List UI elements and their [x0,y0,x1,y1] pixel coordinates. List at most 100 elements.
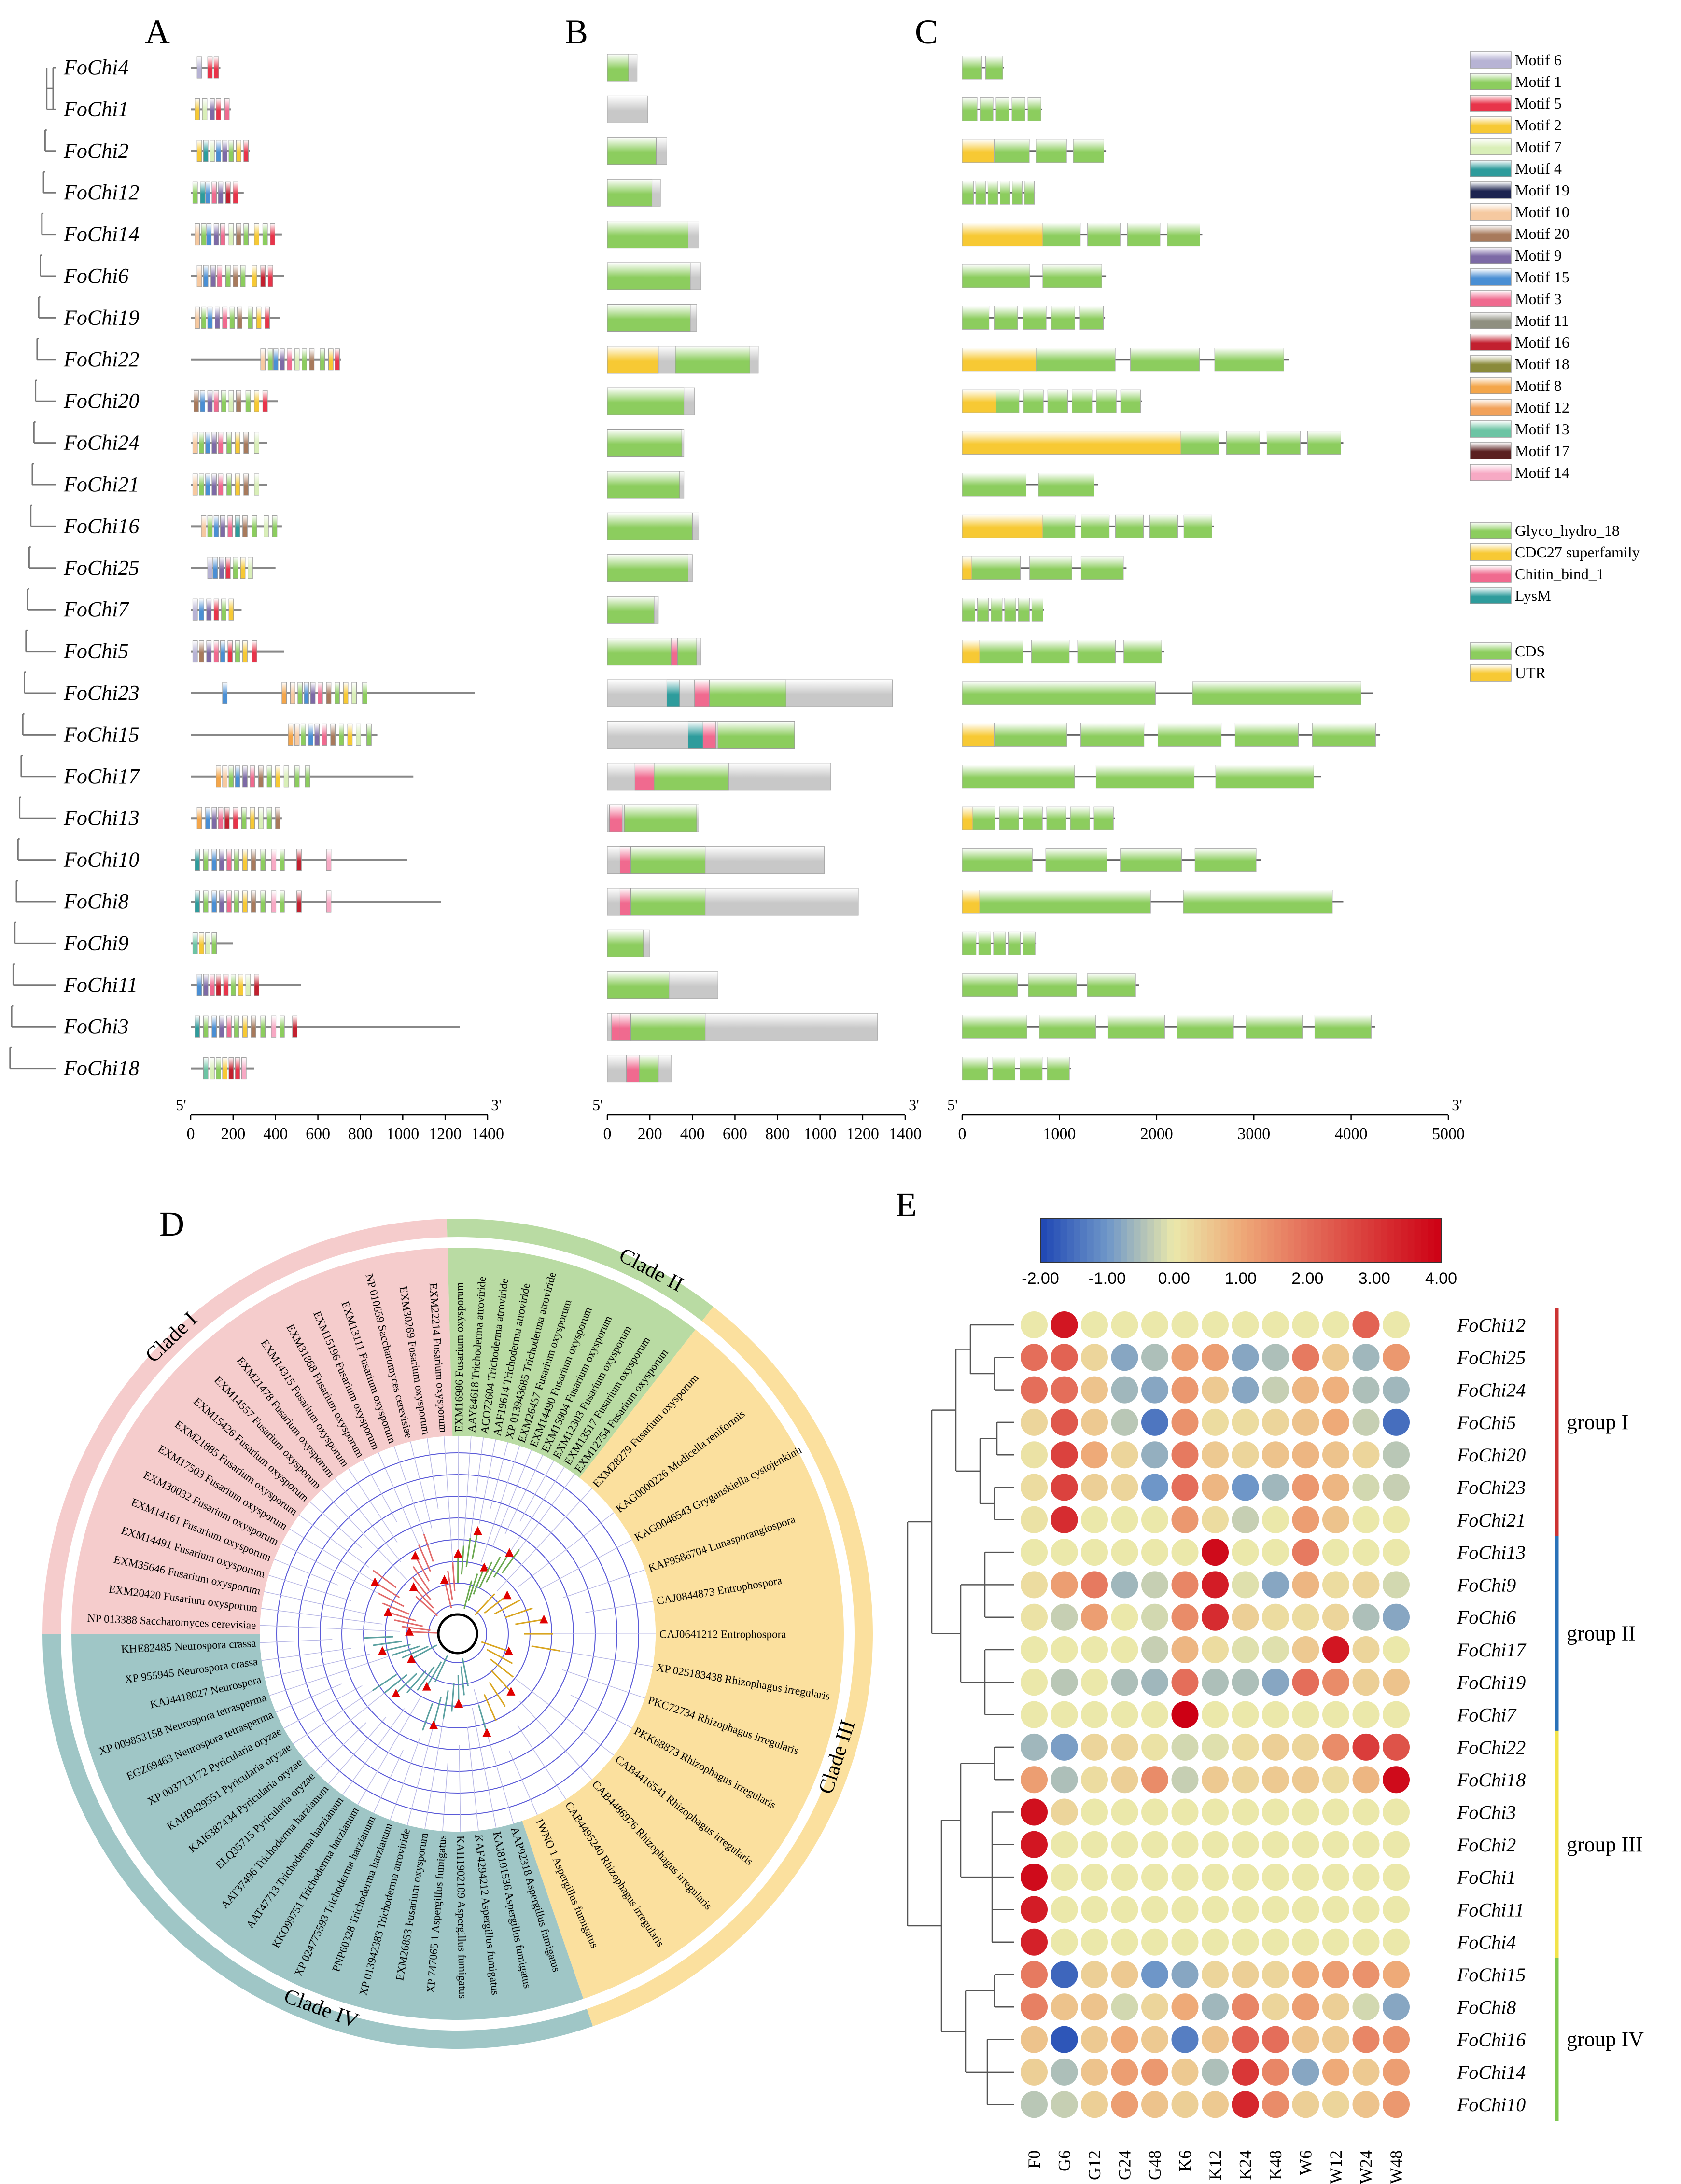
panel-c-gene-structure: 0 1000 2000 3000 4000 5000 5' 3' [947,56,1465,1143]
cds-box [1087,223,1121,247]
heatmap-cell [1111,1539,1138,1566]
motif-box [233,265,238,287]
tree-internal-branch [444,1579,452,1608]
motif-box [207,557,213,579]
tree-leaf-branch [299,1515,370,1568]
motif-box [272,515,278,537]
motif-box [256,306,262,329]
heatmap-cell [1051,1603,1078,1631]
motif-box [225,557,231,579]
motif-legend-label: Motif 11 [1515,312,1569,329]
tree-leaf-branch [276,1683,342,1713]
colorbar-segment [1147,1219,1155,1262]
heatmap-cell [1202,2058,1229,2086]
cds-box [1226,431,1260,455]
heatmap-cell [1292,1993,1319,2021]
gene-label: FoChi2 [63,139,128,163]
motif-box [260,849,266,871]
heatmap-cell [1322,1441,1349,1469]
gene-label: FoChi21 [63,473,139,496]
heatmap-row-label: FoChi22 [1457,1737,1526,1758]
heatmap-row-label: FoChi7 [1457,1704,1517,1726]
heatmap-cell [1081,1636,1108,1663]
domain-box [687,721,703,749]
heatmap-cell [1021,1896,1048,1923]
colorbar-segment [1334,1219,1342,1262]
heatmap-cell [1021,1506,1048,1533]
heatmap-row-label: FoChi6 [1457,1607,1516,1628]
motif-box [207,515,213,537]
heatmap-cell [1021,2026,1048,2053]
cds-box [980,97,994,121]
heatmap-cell [1352,1961,1380,1988]
motif-box [260,348,266,371]
cds-box [1234,723,1299,747]
panel-b-domains: 0 200 400 600 800 1000 1200 1400 5' 3' [592,54,922,1143]
colorbar-segment [1114,1219,1121,1262]
heatmap-cell [1352,1636,1380,1663]
gene-label: FoChi1 [63,97,128,121]
tree-internal-branch [423,1534,434,1562]
heatmap-cell [1111,1928,1138,1956]
domain-box [630,1013,706,1041]
bootstrap-marker [440,1575,449,1584]
tree-leaf-branch [406,1723,434,1825]
heatmap-cell [1111,2026,1138,2053]
heatmap-cell [1051,1993,1078,2021]
heatmap-cell [1352,1928,1380,1956]
heatmap-cell [1141,1376,1168,1404]
tree-leaf-label: EXM16986 Fusarium oxysporum [453,1282,466,1432]
tree-leaf-branch [491,1450,532,1548]
cds-box [1029,556,1072,580]
axis-end-3prime: 3' [491,1096,502,1113]
colorbar-segment [1107,1219,1115,1262]
heatmap-cell [1021,1733,1048,1761]
colorbar-segment [1321,1219,1328,1262]
panel-letters: A B C D E [145,13,938,1243]
heatmap-row-label: FoChi3 [1457,1802,1516,1823]
tree-internal-branch [378,1592,405,1607]
colorbar-segment [1301,1219,1308,1262]
motif-box [195,890,200,913]
motif-box [347,723,353,746]
motif-box [207,306,213,329]
gene-label: FoChi19 [63,306,139,329]
heatmap-cell [1141,1311,1168,1338]
heatmap-cell [1383,1928,1410,1956]
gene-label: FoChi11 [63,973,138,997]
motif-box [236,390,241,412]
cds-box [1096,389,1117,413]
motif-box [195,98,200,120]
bootstrap-marker [539,1614,548,1624]
motif-box [225,181,231,204]
motif-legend-label: Motif 16 [1515,334,1569,351]
motif-box [216,140,221,162]
colorbar-segment [1201,1219,1208,1262]
utr-box [962,806,973,830]
heatmap-cell [1232,1408,1259,1436]
heatmap-cell [1051,1733,1078,1761]
tree-leaf-branch [260,1625,400,1632]
heatmap-cell [1322,1961,1349,1988]
motif-box [201,515,207,537]
heatmap-cell [1021,1474,1048,1501]
bootstrap-marker [405,1627,414,1636]
motif-box [326,890,332,913]
tree-leaf-branch [334,1478,401,1562]
heatmap-cell [1232,1474,1259,1501]
cds-box [972,806,995,830]
cds-box [1214,348,1284,372]
tree-leaf-branch [410,1441,433,1529]
tree-leaf-branch [322,1489,407,1581]
motif-box [233,557,238,579]
motif-legend-label: Motif 3 [1515,290,1562,307]
tree-leaf-branch [585,1601,653,1613]
motif-box [254,473,259,496]
colorbar-segment [1047,1219,1054,1262]
motif-box [242,890,248,913]
cds-box [1046,806,1066,830]
colorbar-segment [1307,1219,1315,1262]
motif-box [222,140,228,162]
utr-box [962,890,980,914]
